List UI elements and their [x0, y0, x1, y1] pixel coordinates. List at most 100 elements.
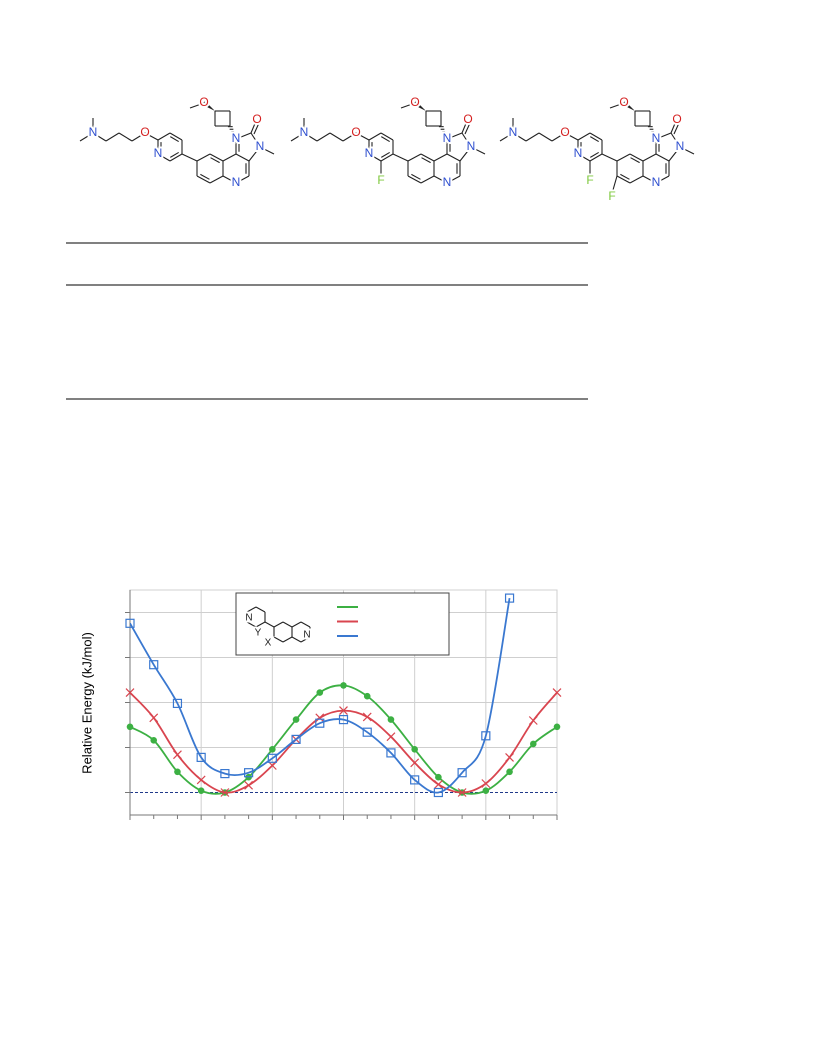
bond — [264, 621, 275, 628]
bond — [499, 132, 514, 142]
bond — [630, 157, 640, 164]
annotation: X — [265, 638, 272, 649]
atom-label: N — [256, 139, 265, 153]
bond — [590, 136, 599, 143]
bond — [679, 146, 695, 155]
point — [552, 688, 562, 698]
bond — [433, 153, 448, 162]
atom-label: N — [676, 139, 685, 153]
bond — [169, 132, 183, 141]
series-line — [130, 597, 511, 794]
bond — [290, 132, 305, 142]
legend — [235, 592, 450, 656]
bond — [512, 132, 527, 142]
point — [340, 682, 347, 689]
bond — [668, 146, 681, 162]
atom-label: N — [443, 175, 452, 189]
bond — [235, 132, 252, 140]
point — [126, 723, 134, 731]
bond — [589, 132, 603, 141]
atom-label: O — [672, 112, 681, 126]
atom-label: F — [377, 173, 384, 187]
y-axis-label: Relative Energy (kJ/mol) — [79, 632, 94, 774]
bond — [616, 175, 631, 184]
bond — [381, 151, 390, 158]
bond — [118, 132, 133, 142]
bond — [157, 132, 171, 141]
bond — [629, 175, 644, 184]
bond — [673, 122, 680, 135]
atom-label: N — [232, 131, 241, 145]
bond — [196, 175, 211, 184]
point — [504, 593, 515, 603]
atom-label: N — [365, 146, 374, 160]
point — [267, 753, 277, 763]
bond — [525, 132, 540, 142]
point-stroke — [339, 706, 348, 716]
point — [435, 773, 442, 781]
point — [457, 768, 467, 778]
bond — [255, 606, 266, 613]
point-stroke — [220, 788, 230, 797]
bond — [181, 153, 198, 162]
bond — [400, 102, 416, 109]
bond — [200, 173, 210, 180]
point-stroke — [149, 713, 159, 723]
point — [149, 660, 159, 670]
atom-label: N — [574, 146, 583, 160]
point — [410, 758, 420, 768]
bond — [209, 175, 224, 184]
bond — [380, 153, 394, 162]
wedge-bond — [623, 101, 635, 111]
bond — [246, 606, 257, 613]
point-stroke — [528, 716, 538, 725]
bond — [329, 132, 344, 142]
point — [410, 775, 420, 785]
bond — [601, 153, 618, 162]
bond — [459, 146, 472, 162]
point — [220, 768, 230, 779]
annotation: N — [245, 613, 252, 624]
wedge-bond — [203, 101, 215, 111]
bond — [590, 151, 599, 158]
bond — [368, 153, 382, 162]
bond — [170, 151, 179, 158]
point — [433, 779, 443, 789]
bond — [421, 157, 431, 164]
bond — [291, 636, 302, 643]
atom-label: N — [300, 125, 309, 139]
bond — [300, 636, 311, 643]
bond — [189, 102, 205, 109]
bond — [655, 153, 670, 162]
atom-label: N — [652, 131, 661, 145]
point — [363, 692, 371, 700]
atom-label: O — [560, 125, 569, 139]
bond — [105, 132, 120, 142]
bond — [380, 132, 394, 141]
point-stroke — [386, 732, 396, 742]
bond — [316, 132, 331, 142]
bond — [655, 132, 672, 140]
bond — [303, 132, 318, 142]
bond — [79, 132, 94, 142]
bond — [196, 153, 211, 162]
point — [315, 718, 325, 728]
point — [197, 787, 205, 794]
point-stroke — [362, 712, 372, 722]
point — [150, 737, 158, 744]
bond — [551, 132, 566, 142]
atom-label: O — [252, 112, 261, 126]
atom-label: N — [154, 146, 163, 160]
wedge-bond — [414, 101, 426, 111]
atom-label: N — [467, 139, 476, 153]
bond — [620, 173, 630, 180]
point — [553, 723, 561, 731]
point — [338, 714, 349, 725]
bond — [589, 153, 603, 162]
